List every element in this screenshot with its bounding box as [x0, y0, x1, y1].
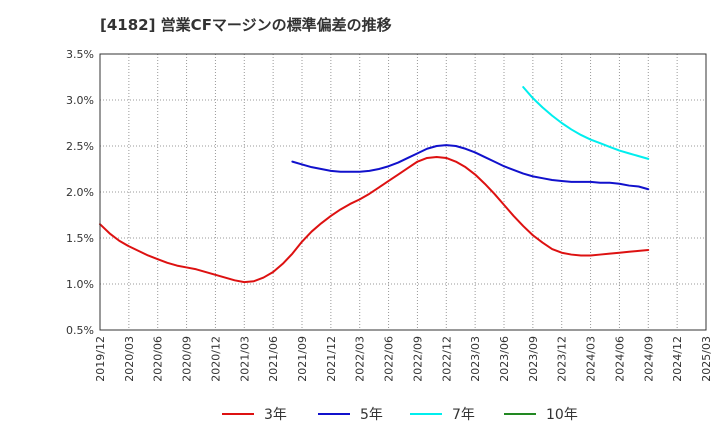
- x-tick-label: 2021/09: [296, 336, 309, 382]
- legend-label: 3年: [264, 407, 287, 423]
- x-tick-label: 2024/12: [671, 336, 684, 382]
- x-tick-label: 2020/09: [181, 336, 194, 382]
- x-tick-label: 2022/06: [383, 336, 396, 382]
- x-tick-label: 2020/03: [123, 336, 136, 382]
- x-tick-label: 2023/06: [498, 336, 511, 382]
- legend-label: 7年: [452, 407, 475, 423]
- x-tick-label: 2024/09: [642, 336, 655, 382]
- series-line-1: [99, 156, 650, 284]
- x-tick-label: 2023/12: [556, 336, 569, 382]
- y-tick-label: 1.0%: [66, 278, 94, 291]
- x-tick-label: 2023/09: [527, 336, 540, 382]
- x-tick-label: 2024/03: [585, 336, 598, 382]
- x-tick-label: 2025/03: [700, 336, 713, 382]
- x-tick-label: 2021/12: [325, 336, 338, 382]
- y-tick-label: 3.5%: [66, 48, 94, 61]
- x-tick-label: 2022/12: [440, 336, 453, 382]
- y-tick-label: 1.5%: [66, 232, 94, 245]
- x-tick-label: 2022/09: [411, 336, 424, 382]
- x-tick-label: 2024/06: [613, 336, 626, 382]
- series-line-3: [522, 86, 650, 160]
- y-axis-ticks: 0.5% 1.0% 1.5% 2.0% 2.5% 3.0% 3.5%: [66, 48, 94, 337]
- plot-area: [99, 86, 650, 284]
- x-tick-label: 2022/03: [354, 336, 367, 382]
- x-tick-label: 2023/03: [469, 336, 482, 382]
- legend-label: 10年: [546, 407, 578, 423]
- x-axis-ticks: 2019/12 2020/03 2020/06 2020/09 2020/12 2021/…: [94, 336, 713, 382]
- grid: [100, 54, 706, 330]
- x-tick-label: 2020/06: [152, 336, 165, 382]
- y-tick-label: 2.0%: [66, 186, 94, 199]
- y-tick-label: 0.5%: [66, 324, 94, 337]
- y-tick-label: 3.0%: [66, 94, 94, 107]
- plot-frame: [99, 53, 707, 331]
- legend-label: 5年: [360, 407, 383, 423]
- legend: 3年 5年 7年 10年: [222, 407, 578, 423]
- x-tick-label: 2020/12: [209, 336, 222, 382]
- chart-title: [4182] 営業CFマージンの標準偏差の推移: [100, 16, 392, 34]
- x-tick-label: 2021/06: [267, 336, 280, 382]
- y-tick-label: 2.5%: [66, 140, 94, 153]
- series-line-2: [291, 144, 650, 191]
- x-tick-label: 2019/12: [94, 336, 107, 382]
- x-tick-label: 2021/03: [238, 336, 251, 382]
